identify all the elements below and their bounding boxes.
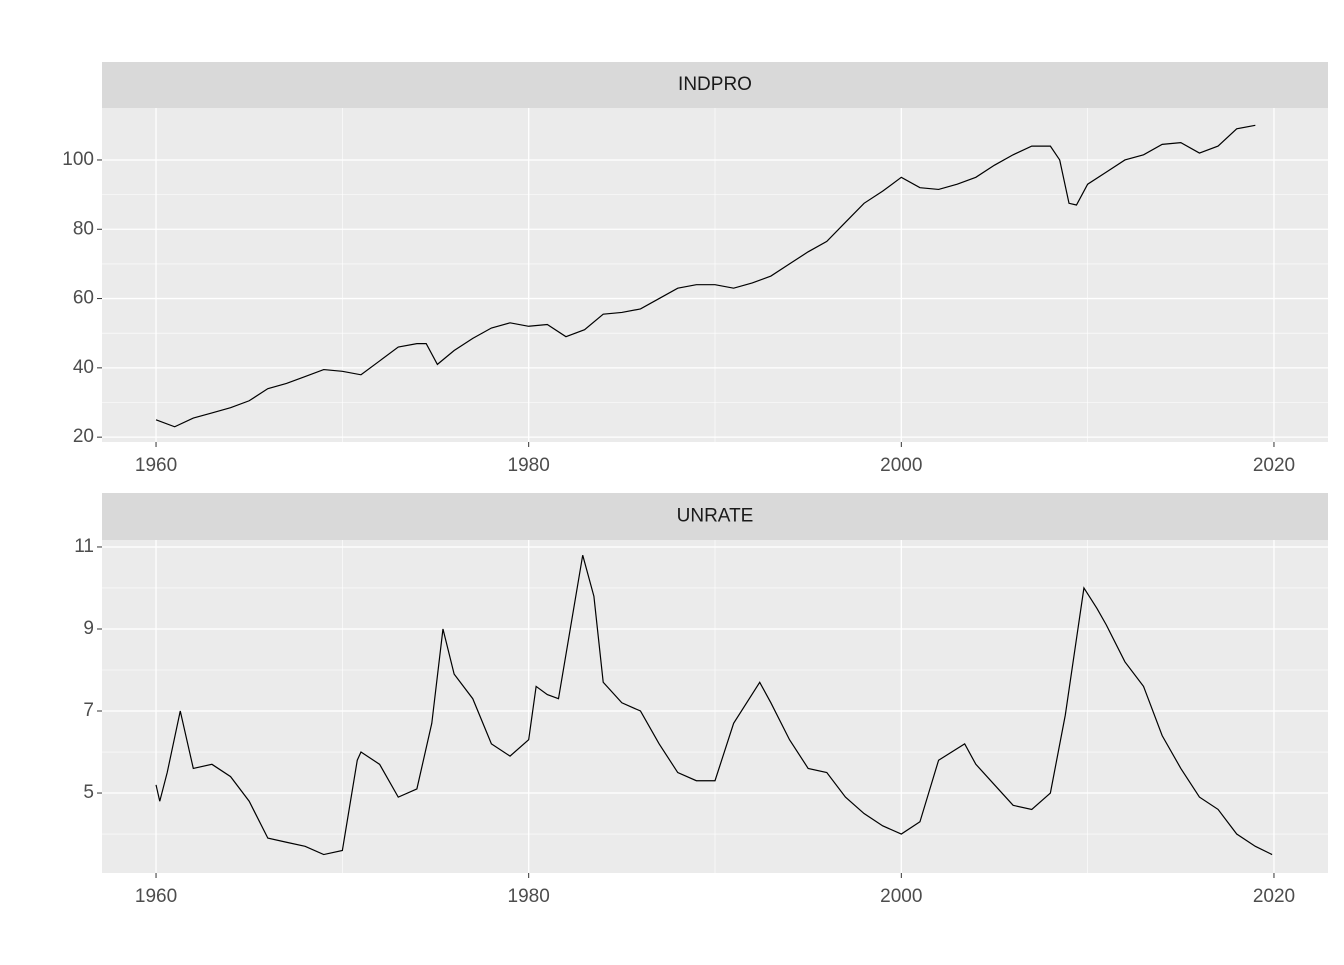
x-tick-label: 2020: [1253, 455, 1295, 476]
x-tick-label: 2020: [1253, 886, 1295, 907]
x-tick-label: 1960: [135, 455, 177, 476]
y-tick-label: 60: [73, 288, 94, 309]
x-tick-label: 1960: [135, 886, 177, 907]
data-line: [155, 555, 1273, 856]
y-tick-label: 80: [73, 218, 94, 239]
y-tick-label: 100: [62, 149, 94, 170]
strip-label: INDPRO: [678, 74, 752, 95]
x-tick-label: 1980: [508, 455, 550, 476]
strip-label: UNRATE: [677, 506, 754, 527]
y-tick-label: 11: [74, 536, 94, 557]
x-tick-label: 2000: [880, 886, 922, 907]
x-tick-label: 1980: [508, 886, 550, 907]
y-tick-label: 20: [73, 426, 94, 447]
y-tick-label: 7: [83, 700, 94, 721]
strip-background: [102, 62, 1328, 108]
y-tick-label: 9: [83, 618, 94, 639]
y-tick-label: 40: [73, 357, 94, 378]
data-line: [155, 124, 1256, 428]
y-tick-label: 5: [83, 782, 94, 803]
strip-background: [102, 493, 1328, 540]
x-tick-label: 2000: [880, 455, 922, 476]
